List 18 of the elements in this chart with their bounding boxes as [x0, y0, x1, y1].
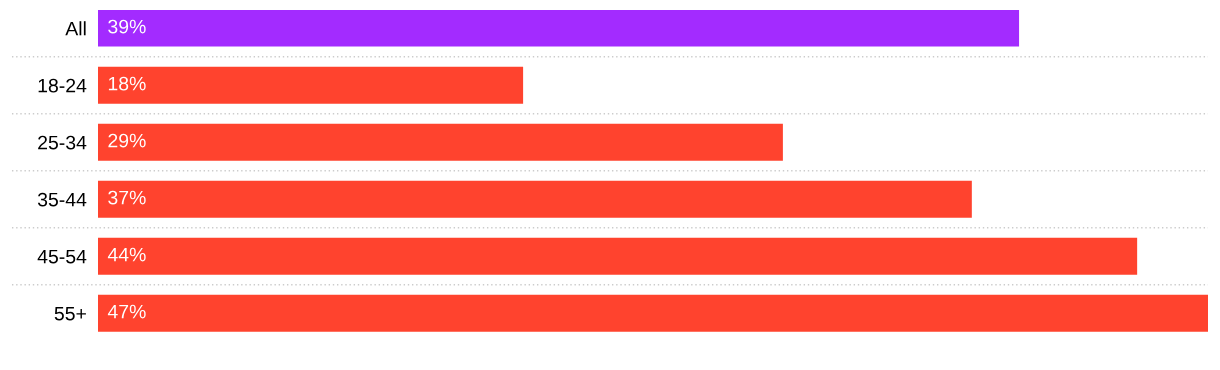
y-tick-label: 18-24	[38, 78, 87, 93]
data-label: 29%	[108, 133, 146, 148]
y-tick-label: 55+	[54, 306, 86, 321]
y-tick-label: 25-34	[38, 135, 87, 150]
y-tick-label: 35-44	[37, 192, 87, 207]
data-label: 39%	[108, 19, 146, 34]
data-label: 47%	[107, 304, 146, 319]
bar	[98, 180, 972, 218]
data-label: 18%	[108, 76, 146, 91]
bar	[98, 237, 1138, 275]
y-tick-label: 45-54	[37, 249, 87, 264]
bar	[98, 294, 1208, 332]
bar	[98, 10, 1020, 47]
data-label: 44%	[107, 247, 146, 262]
data-label: 37%	[108, 190, 146, 205]
y-tick-label: All	[65, 21, 86, 36]
bar	[98, 66, 524, 104]
bar	[98, 123, 783, 161]
